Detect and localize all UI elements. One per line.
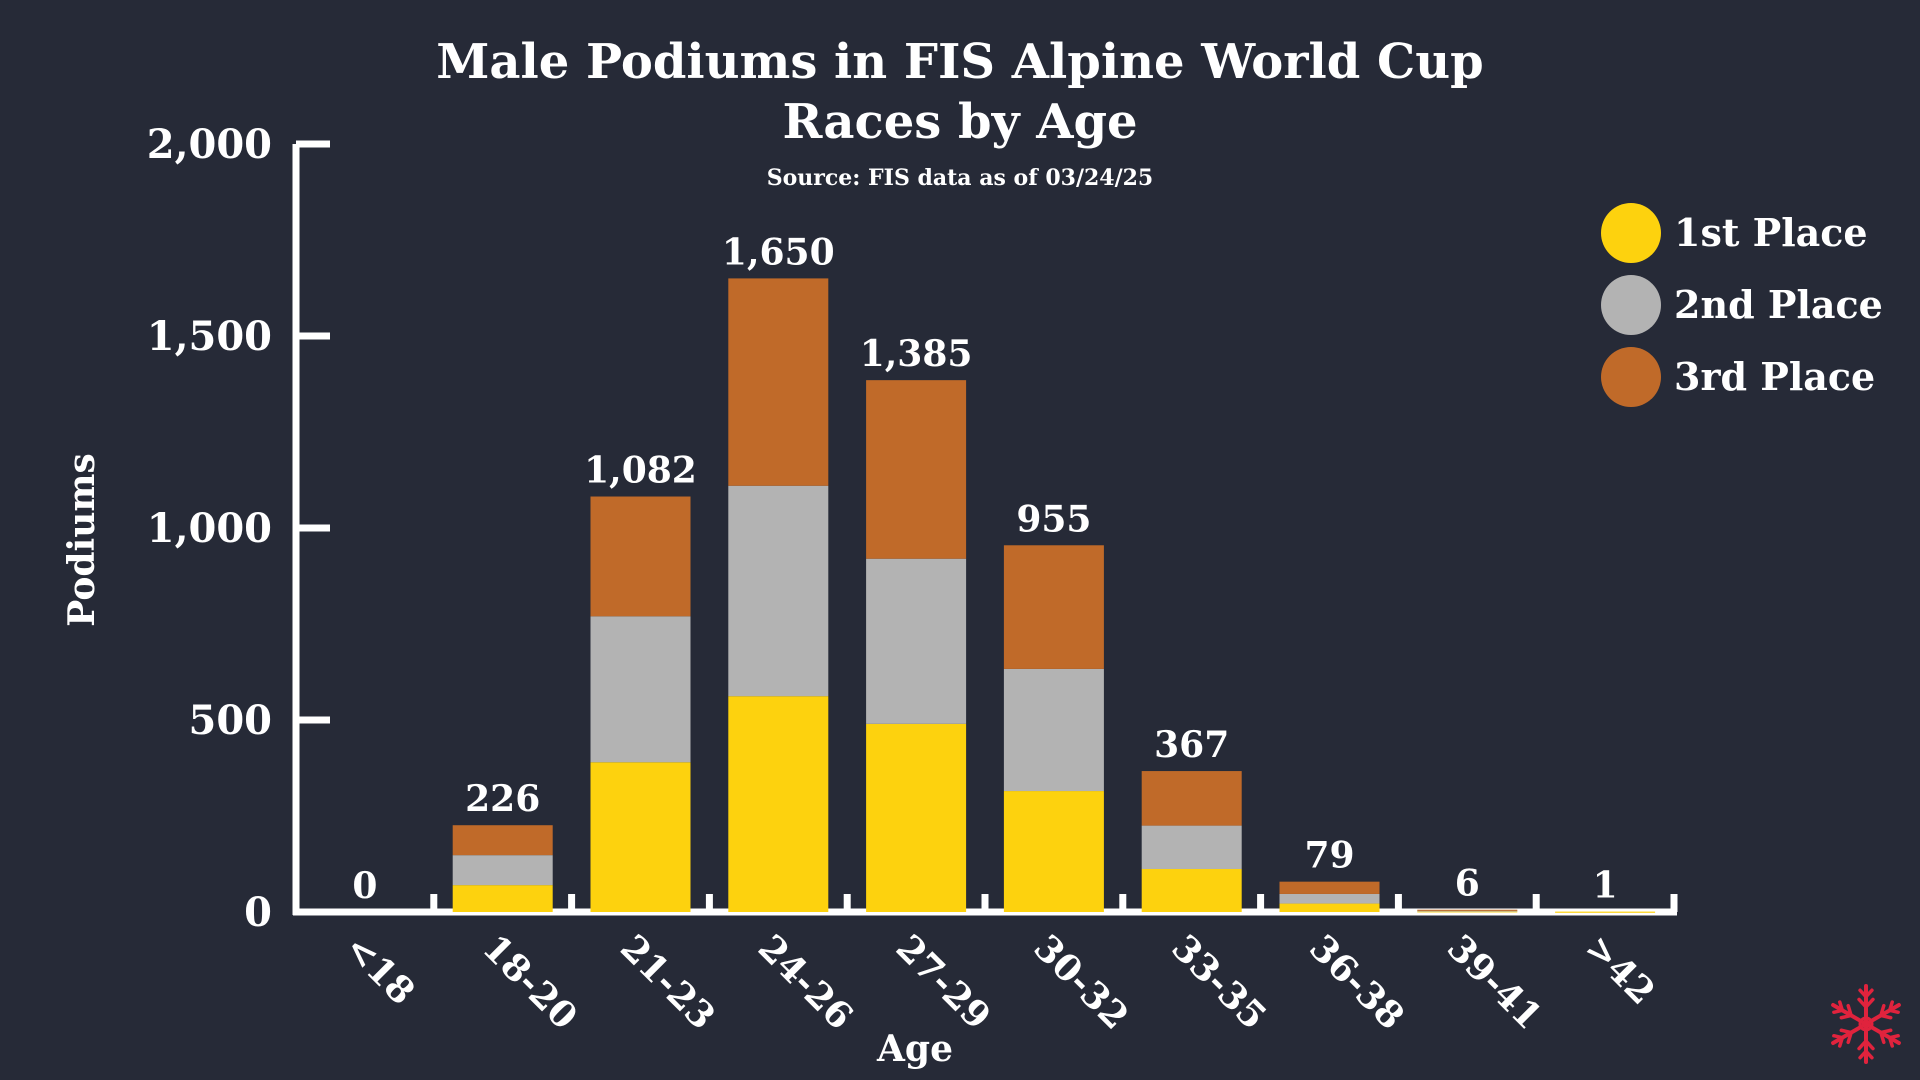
y-tick-label: 1,500 <box>147 313 272 360</box>
x-tick-label: <18 <box>337 927 423 1013</box>
bar-second-place <box>452 855 553 886</box>
bar-total-label: 6 <box>1455 863 1480 905</box>
bar-first-place <box>1141 868 1242 912</box>
bar-second-place <box>728 485 829 697</box>
bar-first-place <box>590 762 691 912</box>
bar-second-place <box>866 558 967 724</box>
snowflake-branch <box>1879 1013 1893 1020</box>
snowflake-branch <box>1864 988 1874 999</box>
bar-third-place <box>1279 881 1380 894</box>
legend-label: 1st Place <box>1674 210 1868 255</box>
legend-swatch <box>1601 275 1661 335</box>
chart-subtitle: Source: FIS data as of 03/24/25 <box>767 165 1154 191</box>
bar-third-place <box>1003 545 1104 669</box>
x-tick-label: 33-35 <box>1163 927 1274 1038</box>
legend-swatch <box>1601 347 1661 407</box>
snowflake-branch <box>1832 1033 1845 1040</box>
bar-first-place <box>728 696 829 912</box>
snowflake-branch <box>1857 1039 1868 1051</box>
bar-second-place <box>1417 910 1518 912</box>
bar-total-label: 955 <box>1016 498 1091 540</box>
bar-first-place <box>1555 911 1656 913</box>
bar-total-label: 79 <box>1304 835 1354 877</box>
y-axis-label: Podiums <box>61 453 103 627</box>
bar-total-label: 0 <box>352 865 377 907</box>
bar-total-label: 1,650 <box>722 231 835 273</box>
y-tick-label: 2,000 <box>147 121 272 168</box>
bar-total-label: 367 <box>1154 724 1229 766</box>
x-tick-label: >42 <box>1577 927 1663 1013</box>
bar-total-label: 1 <box>1593 865 1618 907</box>
bar-second-place <box>1003 668 1104 792</box>
bar-total-label: 226 <box>465 778 540 820</box>
bar-third-place <box>590 496 691 617</box>
legend-label: 3rd Place <box>1674 354 1875 399</box>
snowflake-branch <box>1838 1000 1845 1013</box>
bar-third-place <box>866 380 967 559</box>
y-tick-label: 1,000 <box>147 505 272 552</box>
x-tick-label: 24-26 <box>750 927 861 1038</box>
y-tick-label: 500 <box>189 697 273 744</box>
x-tick-label: 39-41 <box>1439 927 1550 1038</box>
chart-title-line-1: Male Podiums in FIS Alpine World Cup <box>436 34 1483 90</box>
legend-swatch <box>1601 203 1661 263</box>
y-tick-label: 0 <box>244 889 272 936</box>
bar-third-place <box>452 825 553 856</box>
snowflake-branch <box>1858 1049 1868 1060</box>
plot-area: 0 500 1,000 1,500 2,000 0 <18 226 18-20 1,082 21-2… <box>147 121 1678 1038</box>
legend: 1st Place 2nd Place 3rd Place <box>1601 203 1883 407</box>
bar-third-place <box>1417 909 1518 911</box>
x-tick-label: 30-32 <box>1026 927 1137 1038</box>
snowflake-branch <box>1839 1028 1853 1035</box>
snowflake-branch <box>1864 997 1875 1009</box>
snowflake-icon <box>1831 984 1901 1064</box>
bar-third-place <box>728 278 829 486</box>
snowflake-center <box>1858 1016 1874 1032</box>
chart-title-line-2: Races by Age <box>782 94 1137 150</box>
bar-third-place <box>1141 771 1242 826</box>
bar-first-place <box>1003 791 1104 912</box>
snowflake-branch <box>1887 1035 1894 1048</box>
x-tick-label: 36-38 <box>1301 927 1412 1038</box>
snowflake-branch <box>1846 1003 1853 1018</box>
x-tick-label: 18-20 <box>474 927 585 1038</box>
bar-second-place <box>590 616 691 763</box>
bar-first-place <box>452 885 553 912</box>
snowflake-branch <box>1887 1008 1900 1015</box>
bar-second-place <box>1141 825 1242 869</box>
bar-total-label: 1,082 <box>584 450 697 492</box>
bar-total-label: 1,385 <box>860 333 973 375</box>
bar-first-place <box>1417 911 1518 913</box>
legend-label: 2nd Place <box>1674 282 1883 327</box>
x-tick-label: 27-29 <box>888 927 999 1038</box>
snowflake-branch <box>1879 1030 1886 1045</box>
bar-first-place <box>866 723 967 912</box>
x-axis-label: Age <box>876 1028 953 1070</box>
bar-first-place <box>1279 903 1380 912</box>
x-tick-label: 21-23 <box>612 927 723 1038</box>
bar-second-place <box>1279 893 1380 904</box>
